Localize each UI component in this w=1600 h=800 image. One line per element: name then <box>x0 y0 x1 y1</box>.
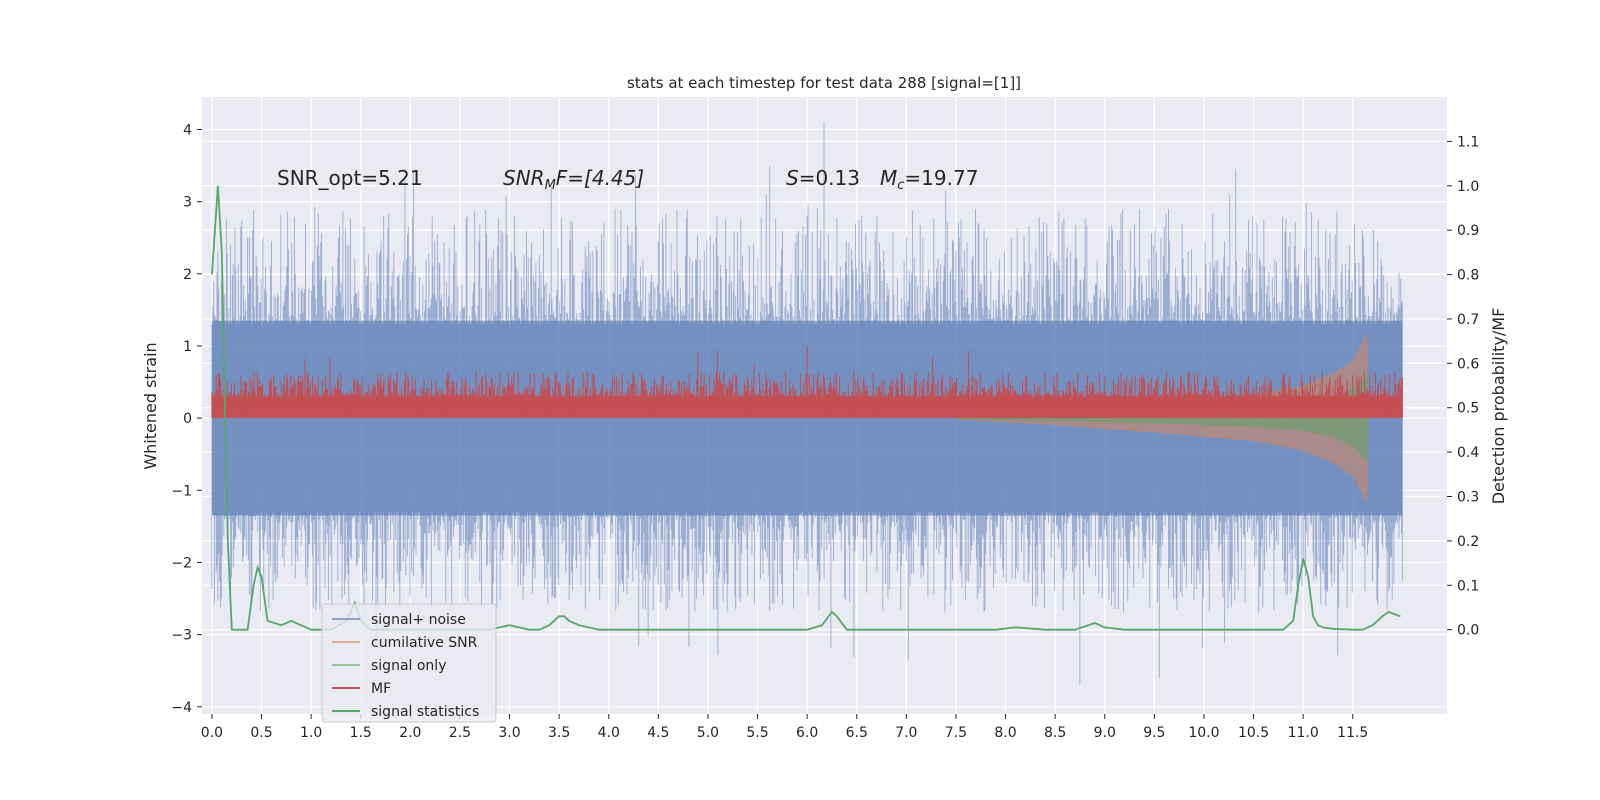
x-tick-label: 5.5 <box>746 725 768 741</box>
y-tick-label-right: 0.4 <box>1457 445 1479 461</box>
y-tick-label-right: 0.2 <box>1457 534 1479 550</box>
y-tick-label: −3 <box>171 628 192 644</box>
y-tick-label-right: 0.3 <box>1457 489 1479 505</box>
mc-symbol: M <box>880 166 897 190</box>
y-tick-label: −2 <box>171 555 192 571</box>
y-tick-label: 4 <box>183 122 192 138</box>
snr-mf-symbol: SNR <box>503 166 545 190</box>
x-tick-label: 7.5 <box>945 725 967 741</box>
x-tick-label: 3.0 <box>498 725 520 741</box>
y-tick-label-right: 0.6 <box>1457 356 1479 372</box>
x-tick-label: 8.5 <box>1044 725 1066 741</box>
y-tick-label-right: 0.7 <box>1457 312 1479 328</box>
series-signal-statistics <box>211 185 1401 631</box>
y-axis-label-right: Detection probability/MF <box>1489 308 1508 505</box>
s-rest: =0.13 <box>799 166 860 190</box>
y-tick-label: 0 <box>183 411 192 427</box>
y-axis-label: Whitened strain <box>141 342 160 469</box>
x-tick-label: 6.0 <box>796 725 818 741</box>
legend: signal+ noise cumilative SNR signal only MF… <box>321 603 497 723</box>
x-tick-label: 10.5 <box>1238 725 1269 741</box>
x-tick-label: 1.5 <box>350 725 372 741</box>
y-tick-label: −4 <box>171 700 192 716</box>
x-tick-label: 2.5 <box>449 725 471 741</box>
annotation-snr-mf: SNRMF=[4.45] <box>503 166 644 193</box>
legend-label: signal+ noise <box>371 612 466 628</box>
annotation-s: S=0.13 <box>786 166 860 190</box>
snr-mf-rest: F=[4.45] <box>556 166 644 190</box>
legend-label: MF <box>371 681 391 697</box>
x-tick-label: 9.0 <box>1094 725 1116 741</box>
annotation-snr-opt: SNR_opt=5.21 <box>277 166 423 190</box>
x-tick-label: 10.0 <box>1188 725 1219 741</box>
x-tick-label: 3.5 <box>548 725 570 741</box>
y-tick-label-right: 0.8 <box>1457 268 1479 284</box>
x-tick-label: 7.0 <box>895 725 917 741</box>
x-tick-label: 4.5 <box>647 725 669 741</box>
chart-title: stats at each timestep for test data 288… <box>627 74 1021 92</box>
series-layer <box>211 122 1403 686</box>
y-tick-label: 2 <box>183 267 192 283</box>
legend-label: signal statistics <box>371 704 479 720</box>
snr-mf-subscript: M <box>545 178 556 193</box>
x-tick-label: 1.0 <box>300 725 322 741</box>
x-tick-label: 8.0 <box>994 725 1016 741</box>
legend-box <box>321 603 497 723</box>
y-tick-label-right: 1.0 <box>1457 179 1479 195</box>
x-tick-label: 5.0 <box>697 725 719 741</box>
y-tick-label-right: 0.5 <box>1457 401 1479 417</box>
legend-label: cumilative SNR <box>371 635 478 651</box>
x-tick-label: 0.5 <box>250 725 272 741</box>
y-tick-label-right: 0.1 <box>1457 578 1479 594</box>
series-mf <box>211 346 1403 419</box>
x-tick-label: 2.0 <box>399 725 421 741</box>
axes-layer: 0.0 0.5 1.0 1.5 2.0 2.5 3.0 3.5 4.0 4.5 5.0 5.5 6.0 6… <box>171 122 1479 741</box>
x-tick-label: 9.5 <box>1143 725 1165 741</box>
y-tick-label-right: 1.1 <box>1457 134 1479 150</box>
x-tick-label: 6.5 <box>846 725 868 741</box>
mc-rest: =19.77 <box>904 166 978 190</box>
y-tick-label-right: 0.0 <box>1457 623 1479 639</box>
s-symbol: S <box>786 166 799 190</box>
legend-label: signal only <box>371 658 446 674</box>
mc-subscript: c <box>897 178 904 193</box>
y-tick-label-right: 0.9 <box>1457 223 1479 239</box>
x-tick-label: 11.5 <box>1337 725 1368 741</box>
annotation-mc: Mc=19.77 <box>880 166 978 193</box>
x-tick-label: 4.0 <box>598 725 620 741</box>
y-tick-label: 3 <box>183 195 192 211</box>
y-tick-label: 1 <box>183 339 192 355</box>
y-tick-label: −1 <box>171 483 192 499</box>
x-tick-label: 11.0 <box>1288 725 1319 741</box>
x-tick-label: 0.0 <box>201 725 223 741</box>
